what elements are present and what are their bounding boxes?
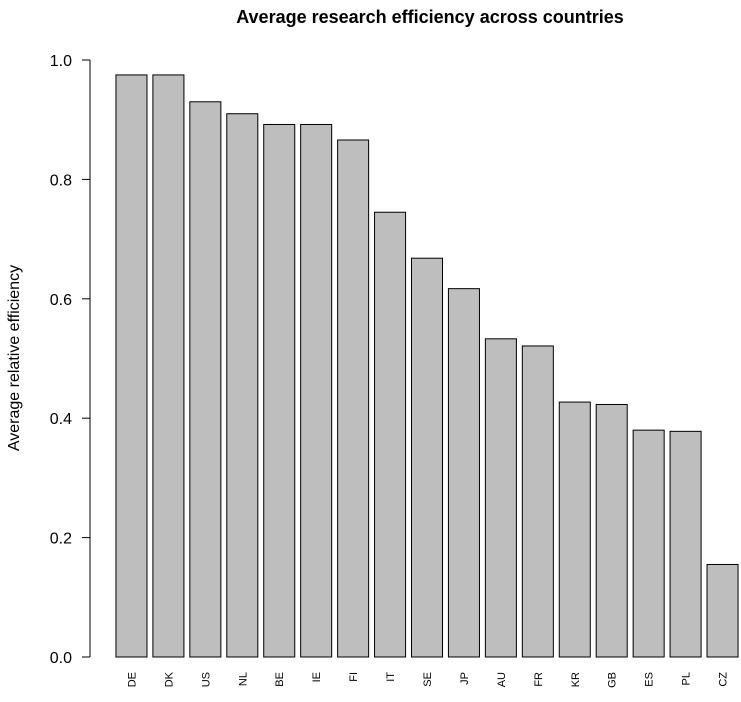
x-tick-label-be: BE [274,672,286,687]
y-tick-label: 0.6 [50,292,72,309]
x-tick-label-cz: CZ [718,672,730,687]
y-tick-label: 1.0 [50,53,72,70]
bar-us [189,101,222,658]
bar-kr [558,401,591,658]
x-tick-label-gb: GB [607,672,619,688]
bar-dk [152,74,185,658]
bar-ie [300,123,333,658]
bars [115,74,739,658]
y-tick-label: 0.8 [50,172,72,189]
x-axis-labels: DE DK US NL BE IE FI IT SE JP AU FR KR GB ES PL CZ [126,671,729,688]
y-axis: 0.0 0.2 0.4 0.6 0.8 1.0 [50,53,91,667]
x-tick-label-pl: PL [681,672,693,685]
y-tick-label: 0.4 [50,411,72,428]
x-tick-label-jp: JP [459,672,471,685]
bar-nl [226,113,259,658]
bar-au [484,338,517,658]
bar-de [115,74,148,658]
bar-fi [337,139,370,658]
x-tick-label-fi: FI [348,672,360,682]
y-tick-label: 0.0 [50,650,72,667]
bar-cz [706,563,739,658]
bar-gb [595,403,628,658]
bar-be [263,123,296,658]
bar-jp [447,288,480,658]
x-tick-label-de: DE [126,672,138,687]
bar-es [632,429,665,658]
bar-fr [521,345,554,658]
x-tick-label-es: ES [644,672,656,687]
x-tick-label-au: AU [496,672,508,687]
x-tick-label-it: IT [385,672,397,682]
x-tick-label-fr: FR [533,672,545,687]
chart-title: Average research efficiency across count… [236,7,624,27]
bar-pl [669,430,702,658]
y-tick-label: 0.2 [50,531,72,548]
bar-se [410,257,444,658]
x-tick-label-kr: KR [570,672,582,687]
x-tick-label-dk: DK [163,671,175,687]
x-tick-label-se: SE [422,672,434,687]
x-tick-label-us: US [200,672,212,687]
x-tick-label-nl: NL [237,672,249,686]
y-axis-label: Average relative efficiency [6,265,23,451]
x-tick-label-ie: IE [311,672,323,682]
bar-it [374,211,407,658]
